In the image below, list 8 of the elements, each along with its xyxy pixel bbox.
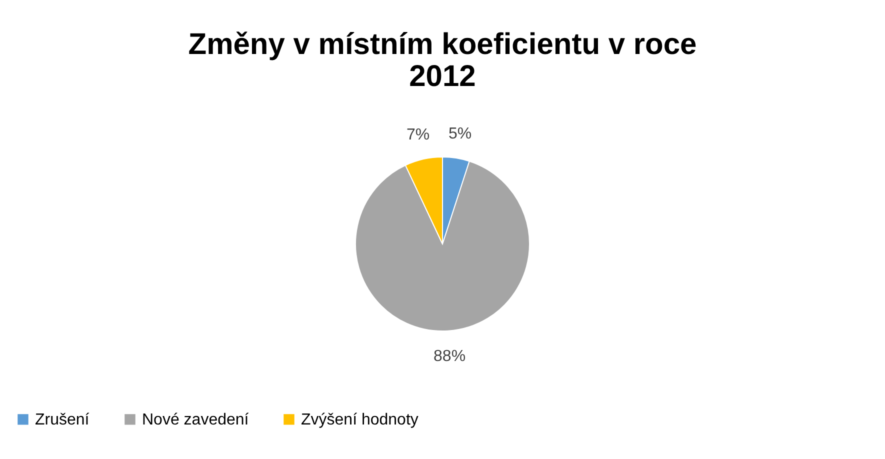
data-label: 88% <box>434 348 466 365</box>
data-label: 7% <box>406 126 430 144</box>
data-label: 5% <box>448 125 472 142</box>
legend-label: Zrušení <box>35 411 90 428</box>
legend-label: Zvýšení hodnoty <box>301 411 418 428</box>
legend-label: Nové zavedení <box>142 411 250 428</box>
chart-title: Změny v místním koeficientu v roce 2012 <box>188 28 697 93</box>
pie-slice <box>355 160 530 332</box>
